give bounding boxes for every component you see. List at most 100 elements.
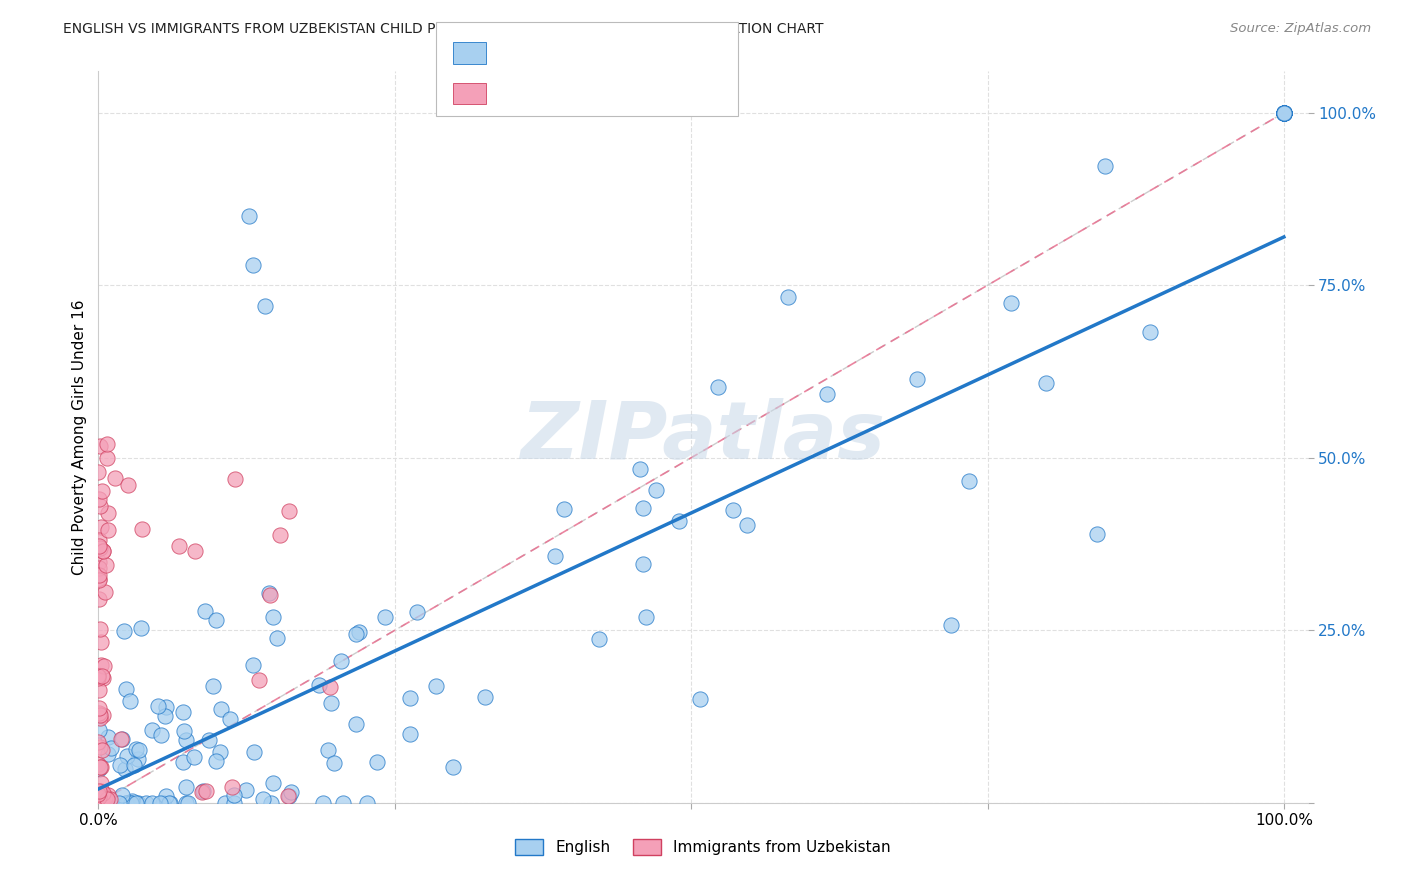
Point bbox=[957, 475, 980, 489]
Point bbox=[97, 788, 120, 802]
Text: 133: 133 bbox=[636, 45, 672, 60]
Point bbox=[172, 756, 194, 770]
Point bbox=[707, 380, 730, 394]
Point bbox=[443, 759, 465, 773]
Point bbox=[115, 682, 138, 697]
Point bbox=[96, 796, 118, 810]
Point bbox=[553, 502, 575, 516]
Point bbox=[815, 387, 838, 401]
Point bbox=[124, 742, 146, 756]
Point bbox=[344, 627, 367, 641]
Point bbox=[89, 561, 111, 575]
Point bbox=[87, 788, 110, 802]
Point bbox=[93, 785, 115, 799]
Point bbox=[108, 757, 131, 772]
Point bbox=[1272, 105, 1295, 120]
Point bbox=[155, 789, 177, 803]
Point bbox=[114, 762, 136, 776]
Point bbox=[1035, 376, 1057, 390]
Point bbox=[94, 558, 117, 572]
Point bbox=[87, 762, 110, 776]
Point bbox=[266, 631, 288, 645]
Point bbox=[399, 691, 422, 706]
Point bbox=[224, 796, 246, 810]
Point bbox=[91, 671, 114, 685]
Point bbox=[254, 299, 277, 313]
Point bbox=[1272, 105, 1295, 120]
Point bbox=[141, 723, 163, 737]
Point bbox=[939, 617, 962, 632]
Point bbox=[115, 796, 138, 810]
Point bbox=[645, 483, 668, 497]
Point bbox=[87, 723, 110, 738]
Point bbox=[96, 747, 118, 761]
Legend: English, Immigrants from Uzbekistan: English, Immigrants from Uzbekistan bbox=[509, 833, 897, 861]
Point bbox=[96, 450, 118, 465]
Point bbox=[349, 625, 371, 640]
Point bbox=[90, 760, 112, 774]
Point bbox=[100, 740, 122, 755]
Point bbox=[204, 754, 226, 768]
Point bbox=[115, 796, 138, 810]
Point bbox=[332, 796, 354, 810]
Point bbox=[323, 756, 346, 771]
Point bbox=[89, 622, 111, 636]
Point bbox=[191, 784, 214, 798]
Point bbox=[204, 613, 226, 627]
Point bbox=[630, 462, 652, 476]
Point bbox=[135, 796, 157, 810]
Point bbox=[202, 679, 225, 693]
Point bbox=[89, 711, 111, 725]
Point bbox=[224, 472, 246, 486]
Point bbox=[122, 758, 145, 772]
Point bbox=[111, 732, 134, 747]
Text: ZIPatlas: ZIPatlas bbox=[520, 398, 886, 476]
Point bbox=[96, 791, 118, 805]
Point bbox=[90, 483, 112, 498]
Point bbox=[115, 749, 138, 764]
Point bbox=[87, 790, 110, 805]
Point bbox=[1094, 159, 1116, 173]
Point bbox=[221, 780, 243, 794]
Point bbox=[631, 557, 654, 571]
Point bbox=[308, 678, 330, 692]
Point bbox=[87, 533, 110, 548]
Point bbox=[87, 789, 110, 803]
Point bbox=[157, 796, 180, 810]
Point bbox=[91, 544, 114, 558]
Point bbox=[399, 727, 422, 741]
Point bbox=[153, 709, 176, 723]
Point bbox=[174, 780, 197, 794]
Point bbox=[89, 499, 111, 513]
Point bbox=[89, 539, 111, 553]
Point bbox=[97, 506, 120, 520]
Point bbox=[167, 539, 190, 553]
Point bbox=[89, 739, 111, 754]
Point bbox=[259, 588, 281, 602]
Point bbox=[405, 605, 427, 619]
Point bbox=[1272, 105, 1295, 120]
Point bbox=[91, 543, 114, 558]
Point bbox=[312, 796, 335, 810]
Point bbox=[87, 669, 110, 683]
Text: Source: ZipAtlas.com: Source: ZipAtlas.com bbox=[1230, 22, 1371, 36]
Point bbox=[214, 796, 236, 810]
Point bbox=[89, 707, 111, 722]
Point bbox=[89, 760, 111, 774]
Point bbox=[247, 673, 270, 687]
Point bbox=[121, 794, 143, 808]
Point bbox=[1272, 105, 1295, 120]
Point bbox=[90, 776, 112, 790]
Point bbox=[1272, 105, 1295, 120]
Point bbox=[1272, 105, 1295, 120]
Y-axis label: Child Poverty Among Girls Under 16: Child Poverty Among Girls Under 16 bbox=[72, 300, 87, 574]
Point bbox=[425, 679, 447, 693]
Point bbox=[94, 789, 117, 804]
Point bbox=[100, 792, 122, 806]
Point bbox=[155, 700, 177, 714]
Point bbox=[183, 749, 205, 764]
Point bbox=[257, 585, 280, 599]
Point bbox=[87, 667, 110, 681]
Point bbox=[721, 503, 744, 517]
Point bbox=[93, 659, 115, 673]
